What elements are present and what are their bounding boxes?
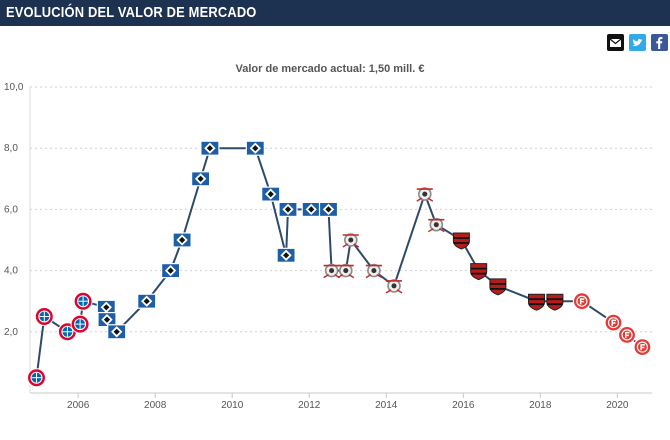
data-point-internacional[interactable] [604, 313, 623, 332]
data-point-hsv[interactable] [137, 293, 157, 309]
x-tick-label: 2014 [375, 400, 398, 411]
y-tick-label: 4,0 [4, 266, 18, 277]
x-tick-label: 2016 [452, 400, 475, 411]
data-point-corinthians[interactable] [323, 263, 340, 279]
data-point-internacional[interactable] [617, 325, 637, 344]
data-point-corinthians[interactable] [365, 263, 383, 279]
y-tick-label: 2,0 [4, 327, 18, 338]
x-tick-label: 2006 [67, 400, 90, 411]
data-point-bayern[interactable] [34, 307, 54, 326]
data-point-hsv[interactable] [200, 140, 220, 156]
data-point-flamengo[interactable] [470, 263, 488, 281]
data-point-flamengo[interactable] [452, 232, 470, 250]
data-point-hsv[interactable] [301, 201, 321, 217]
data-point-corinthians[interactable] [416, 187, 434, 202]
data-point-corinthians[interactable] [385, 279, 403, 294]
section-header: EVOLUCIÓN DEL VALOR DE MERCADO [0, 0, 670, 26]
data-point-bayern[interactable] [70, 314, 90, 334]
data-point-hsv[interactable] [107, 324, 127, 340]
facebook-icon [656, 37, 663, 49]
x-tick-label: 2018 [529, 400, 552, 411]
email-icon [609, 38, 622, 47]
y-tick-label: 10,0 [4, 82, 24, 93]
data-point-flamengo[interactable] [546, 293, 564, 311]
data-point-hsv[interactable] [96, 299, 116, 315]
facebook-share-button[interactable] [651, 34, 668, 51]
data-point-flamengo[interactable] [528, 293, 545, 311]
axes: 2,0 4,0 6,0 8,0 10,0 2006 2008 2010 2012 2014 2016… [4, 82, 652, 411]
series-line [35, 147, 644, 378]
x-tick-label: 2012 [298, 400, 321, 411]
data-point-corinthians[interactable] [427, 217, 445, 233]
market-value-line [35, 147, 644, 378]
data-point-hsv[interactable] [261, 186, 281, 202]
data-point-hsv[interactable] [318, 201, 339, 217]
data-point-hsv[interactable] [245, 140, 265, 156]
twitter-share-button[interactable] [629, 34, 646, 51]
data-point-corinthians[interactable] [342, 233, 360, 248]
data-point-bayern[interactable] [73, 291, 93, 311]
section-title: EVOLUCIÓN DEL VALOR DE MERCADO [6, 4, 257, 21]
chart-title: Valor de mercado actual: 1,50 mill. € [235, 63, 425, 75]
data-point-internacional[interactable] [572, 292, 592, 311]
x-tick-label: 2010 [221, 400, 244, 411]
y-tick-label: 8,0 [4, 143, 18, 154]
data-points [27, 140, 652, 388]
data-point-bayern[interactable] [27, 368, 46, 388]
data-point-hsv[interactable] [161, 263, 181, 279]
data-point-hsv[interactable] [278, 201, 298, 217]
twitter-icon [632, 39, 643, 46]
email-share-button[interactable] [607, 34, 624, 51]
data-point-hsv[interactable] [191, 171, 211, 187]
x-tick-label: 2020 [606, 400, 629, 411]
data-point-corinthians[interactable] [337, 263, 355, 279]
data-point-flamengo[interactable] [489, 278, 507, 296]
data-point-internacional[interactable] [633, 338, 652, 357]
data-point-hsv[interactable] [276, 247, 296, 263]
x-tick-label: 2008 [144, 400, 167, 411]
data-point-hsv[interactable] [172, 232, 192, 248]
y-tick-label: 6,0 [4, 204, 18, 215]
data-point-hsv[interactable] [97, 312, 117, 328]
